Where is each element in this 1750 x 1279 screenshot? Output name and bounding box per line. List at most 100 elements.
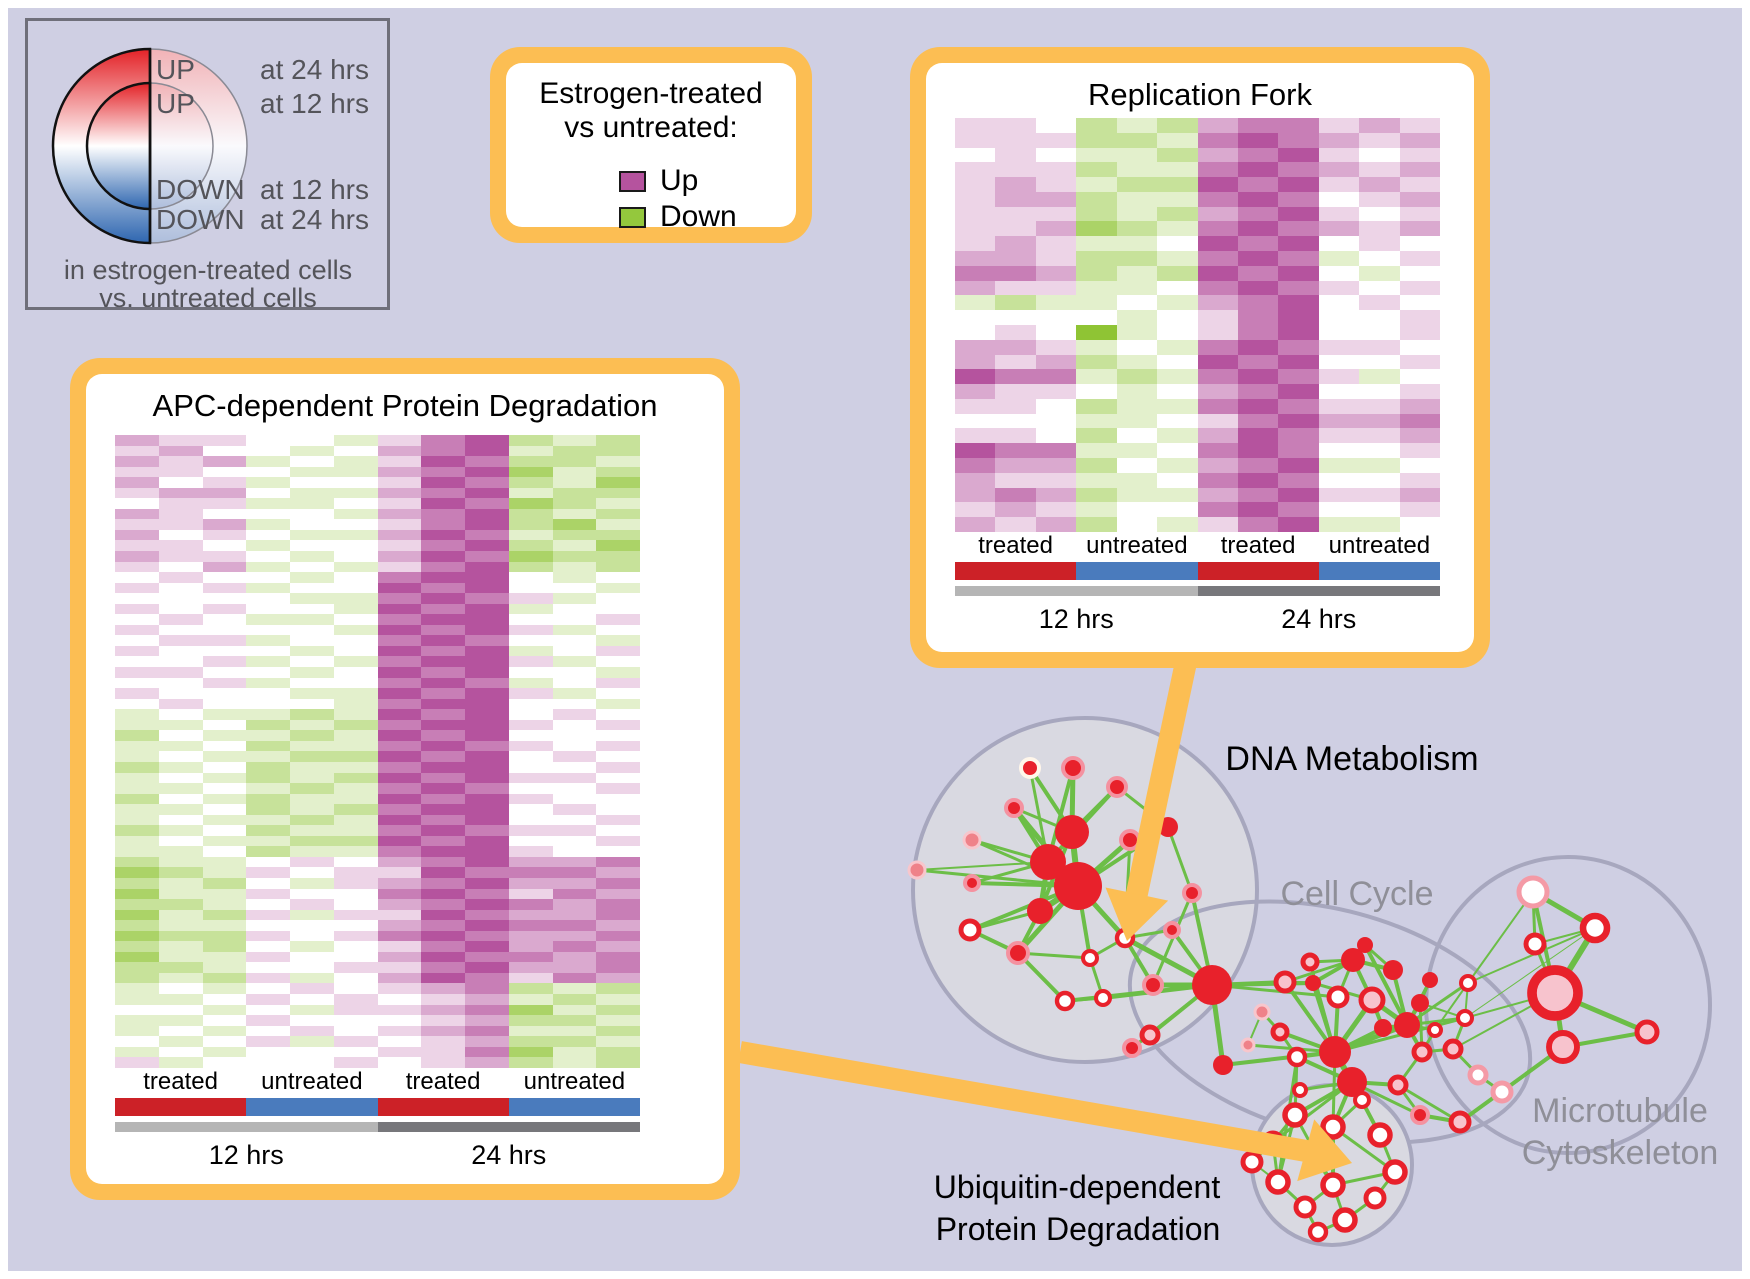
network-node bbox=[1055, 815, 1089, 849]
heatmap-cell bbox=[1197, 472, 1238, 488]
heatmap-cell bbox=[377, 435, 422, 446]
heatmap-cell bbox=[377, 508, 422, 520]
heatmap-cell bbox=[115, 435, 159, 446]
heatmap-cell bbox=[1318, 398, 1360, 414]
heatmap-cell bbox=[290, 761, 334, 773]
heatmap-cell bbox=[333, 645, 378, 657]
panel-title-apc-degradation: APC-dependent Protein Degradation bbox=[152, 388, 658, 423]
heatmap-cell bbox=[202, 1036, 247, 1047]
legend-direction-label: UP bbox=[156, 88, 195, 119]
heatmap-cell bbox=[377, 993, 422, 1005]
up-color-swatch bbox=[619, 170, 646, 192]
heatmap-cell bbox=[290, 582, 334, 594]
heatmap-cell bbox=[115, 888, 159, 900]
network-node bbox=[1319, 1036, 1351, 1068]
updown-legend-title-line1: Estrogen-treated bbox=[539, 77, 763, 110]
panel-title-replication-fork: Replication Fork bbox=[1088, 77, 1312, 112]
network-node bbox=[1054, 990, 1076, 1012]
heatmap-cell bbox=[246, 498, 290, 509]
heatmap-row bbox=[115, 909, 640, 921]
heatmap-cell bbox=[115, 719, 159, 731]
heatmap-cell bbox=[290, 677, 334, 689]
heatmap-cell bbox=[202, 730, 247, 741]
heatmap-cell bbox=[246, 993, 290, 1005]
heatmap-cell bbox=[290, 793, 334, 805]
network-node bbox=[1410, 1105, 1430, 1125]
heatmap-cell bbox=[995, 354, 1036, 370]
heatmap-cell bbox=[333, 456, 378, 467]
network-node bbox=[1142, 974, 1164, 996]
heatmap-cell bbox=[246, 645, 290, 657]
heatmap-cell bbox=[1197, 206, 1238, 222]
heatmap-cell bbox=[377, 709, 422, 720]
heatmap-cell bbox=[421, 877, 465, 889]
heatmap-cell bbox=[246, 593, 290, 604]
heatmap-cell bbox=[1197, 428, 1238, 444]
time-bar-24hrs bbox=[1197, 586, 1440, 596]
heatmap-cell bbox=[115, 846, 159, 857]
heatmap-cell bbox=[377, 540, 422, 552]
heatmap-cell bbox=[246, 466, 290, 478]
heatmap-cell bbox=[1237, 295, 1279, 311]
heatmap-cell bbox=[1399, 162, 1441, 178]
inner-ring-12hrs bbox=[85, 81, 152, 211]
heatmap-cell bbox=[1197, 265, 1238, 281]
heatmap-cell bbox=[995, 236, 1036, 252]
heatmap-cell bbox=[1197, 369, 1238, 385]
heatmap-cell bbox=[508, 856, 553, 868]
heatmap-cell bbox=[508, 888, 553, 900]
heatmap-cell bbox=[290, 529, 334, 541]
heatmap-cell bbox=[1399, 118, 1441, 133]
network-node bbox=[1320, 1114, 1346, 1140]
heatmap-cell bbox=[1359, 295, 1400, 311]
heatmap-cell bbox=[508, 466, 553, 478]
heatmap-cell bbox=[1076, 118, 1117, 133]
heatmap-cell bbox=[1157, 443, 1198, 458]
heatmap-cell bbox=[290, 445, 334, 457]
heatmap-cell bbox=[377, 635, 422, 646]
heatmap-cell bbox=[465, 551, 509, 562]
network-edge bbox=[1467, 891, 1534, 984]
heatmap-cell bbox=[955, 517, 996, 532]
heatmap-cell bbox=[995, 457, 1036, 473]
heatmap-row bbox=[115, 1046, 640, 1058]
heatmap-cell bbox=[1076, 280, 1117, 296]
heatmap-row bbox=[115, 667, 640, 678]
heatmap-row bbox=[115, 445, 640, 457]
network-node bbox=[1019, 757, 1041, 779]
heatmap-cell bbox=[246, 698, 290, 710]
heatmap-cell bbox=[596, 920, 640, 931]
network-node bbox=[1411, 1041, 1433, 1063]
heatmap-cell bbox=[552, 656, 597, 668]
heatmap-cell bbox=[115, 582, 159, 594]
heatmap-cell bbox=[377, 719, 422, 731]
heatmap-cell bbox=[1116, 502, 1158, 518]
time-bar-12hrs bbox=[115, 1122, 378, 1132]
heatmap-cell bbox=[508, 656, 553, 668]
heatmap-row bbox=[115, 856, 640, 868]
heatmap-cell bbox=[1076, 132, 1117, 148]
heatmap-cell bbox=[158, 772, 203, 784]
heatmap-cell bbox=[290, 477, 334, 488]
heatmap-cell bbox=[333, 1036, 378, 1047]
heatmap-cell bbox=[115, 761, 159, 773]
heatmap-row bbox=[115, 519, 640, 530]
heatmap-cell bbox=[1278, 354, 1319, 370]
heatmap-cell bbox=[552, 688, 597, 699]
heatmap-cell bbox=[508, 667, 553, 678]
heatmap-cell bbox=[465, 888, 509, 900]
heatmap-cell bbox=[552, 445, 597, 457]
heatmap-cell bbox=[1157, 280, 1198, 296]
heatmap-row bbox=[115, 930, 640, 942]
heatmap-cell bbox=[333, 867, 378, 878]
heatmap-cell bbox=[552, 582, 597, 594]
heatmap-cell bbox=[158, 888, 203, 900]
heatmap-cell bbox=[1359, 428, 1400, 444]
heatmap-cell bbox=[202, 593, 247, 604]
heatmap-cell bbox=[290, 941, 334, 952]
network-node bbox=[1332, 1207, 1358, 1233]
cluster-label-cell-cycle: Cell Cycle bbox=[1280, 875, 1433, 913]
heatmap-cell bbox=[377, 688, 422, 699]
heatmap-cell bbox=[465, 709, 509, 720]
heatmap-cell bbox=[508, 519, 553, 530]
